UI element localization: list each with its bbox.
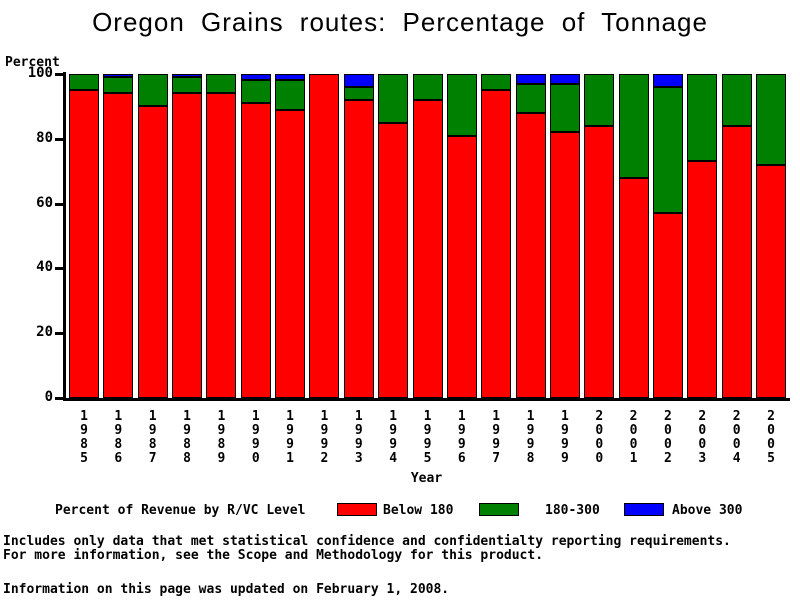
bar-segment-180-300-2002 xyxy=(652,86,683,214)
legend-swatch-180-300 xyxy=(479,503,519,516)
x-axis-baseline xyxy=(63,398,790,401)
bar-segment-180-300-2001 xyxy=(618,74,649,178)
bar-segment-180-300-1995 xyxy=(412,74,443,100)
bar-segment-above-300-1988 xyxy=(172,74,203,78)
bar-segment-below-180-1993 xyxy=(343,99,374,398)
bar-segment-below-180-2005 xyxy=(756,164,786,398)
bar-segment-below-180-1994 xyxy=(378,122,409,398)
bar-segment-below-180-2000 xyxy=(584,125,615,398)
x-tick-label-1990: 1 9 9 0 xyxy=(251,409,260,466)
y-tick-label: 0 xyxy=(44,389,53,405)
x-tick-label-2005: 2 0 0 5 xyxy=(767,409,775,466)
footnote-line-2: For more information, see the Scope and … xyxy=(3,548,544,563)
y-tick xyxy=(55,202,63,206)
bar-segment-below-180-1997 xyxy=(481,90,512,398)
bar-segment-below-180-1986 xyxy=(103,93,134,398)
legend-swatch-above-300 xyxy=(624,503,664,516)
bar-segment-above-300-1990 xyxy=(240,74,271,81)
bar-segment-180-300-1987 xyxy=(137,74,168,107)
bar-segment-180-300-1991 xyxy=(275,80,306,110)
bar-segment-180-300-1988 xyxy=(172,77,203,94)
bar-segment-180-300-2000 xyxy=(584,74,615,126)
x-tick-label-1993: 1 9 9 3 xyxy=(354,409,363,466)
footnote-line-1: Includes only data that met statistical … xyxy=(3,534,731,549)
x-tick-label-1989: 1 9 8 9 xyxy=(217,409,226,466)
x-tick-label-1988: 1 9 8 8 xyxy=(183,409,191,466)
y-axis-label: Percent xyxy=(5,55,60,70)
bar-segment-180-300-1993 xyxy=(343,86,374,100)
bar-segment-below-180-2002 xyxy=(652,213,683,398)
bar-segment-below-180-1990 xyxy=(240,103,271,398)
bar-segment-above-300-1999 xyxy=(549,74,580,84)
bar-segment-180-300-1996 xyxy=(446,74,477,136)
y-tick xyxy=(55,267,63,271)
x-tick-label-1997: 1 9 9 7 xyxy=(492,409,501,466)
bar-segment-180-300-1997 xyxy=(481,74,512,91)
bar-segment-below-180-2001 xyxy=(618,177,649,398)
legend-swatch-below-180 xyxy=(337,503,377,516)
bar-segment-above-300-1991 xyxy=(275,74,306,81)
x-tick-label-1996: 1 9 9 6 xyxy=(457,409,466,466)
y-tick xyxy=(55,397,63,400)
bar-segment-below-180-1996 xyxy=(446,135,477,398)
x-tick-label-1998: 1 9 9 8 xyxy=(526,409,535,466)
legend-label-above-300: Above 300 xyxy=(672,503,743,518)
bar-segment-below-180-2003 xyxy=(687,161,718,398)
bar-segment-180-300-1998 xyxy=(515,83,546,113)
bar-segment-below-180-1985 xyxy=(69,90,99,398)
x-tick-label-2001: 2 0 0 1 xyxy=(629,409,638,466)
bar-segment-above-300-1998 xyxy=(515,74,546,84)
x-tick-label-2004: 2 0 0 4 xyxy=(732,409,741,466)
bar-segment-above-300-1993 xyxy=(343,74,374,87)
legend-label-180-300: 180-300 xyxy=(545,503,600,518)
bar-segment-below-180-1989 xyxy=(206,93,237,398)
y-tick-label: 80 xyxy=(36,129,53,146)
bar-segment-below-180-1987 xyxy=(137,106,168,398)
bar-segment-180-300-1994 xyxy=(378,74,409,123)
x-tick-label-2000: 2 0 0 0 xyxy=(595,409,604,466)
y-tick-label: 60 xyxy=(36,194,53,211)
bar-segment-below-180-1991 xyxy=(275,109,306,398)
bar-segment-below-180-1995 xyxy=(412,99,443,398)
y-tick-label: 40 xyxy=(36,259,53,276)
x-tick-label-2003: 2 0 0 3 xyxy=(698,409,707,466)
bar-segment-below-180-1998 xyxy=(515,112,546,398)
x-axis-label: Year xyxy=(410,471,443,486)
x-tick-label-1994: 1 9 9 4 xyxy=(389,409,398,466)
x-tick-label-1991: 1 9 9 1 xyxy=(286,409,294,466)
chart-title: Oregon Grains routes: Percentage of Tonn… xyxy=(92,7,708,37)
bar-segment-below-180-2004 xyxy=(721,125,752,398)
y-axis-line xyxy=(63,72,66,401)
legend-label-below-180: Below 180 xyxy=(383,503,454,518)
bar-segment-180-300-2003 xyxy=(687,74,718,162)
bar-segment-below-180-1992 xyxy=(309,74,340,398)
x-tick-label-1995: 1 9 9 5 xyxy=(423,409,432,466)
bar-segment-180-300-2005 xyxy=(756,74,786,165)
updated-note: Information on this page was updated on … xyxy=(3,582,450,597)
x-tick-label-1999: 1 9 9 9 xyxy=(560,409,569,466)
x-tick-label-2002: 2 0 0 2 xyxy=(664,409,672,466)
bar-segment-above-300-1986 xyxy=(103,74,134,78)
bar-segment-180-300-1990 xyxy=(240,80,271,104)
x-tick-label-1986: 1 9 8 6 xyxy=(114,409,123,466)
bar-segment-180-300-1985 xyxy=(69,74,99,91)
bar-segment-above-300-2002 xyxy=(652,74,683,87)
bar-segment-180-300-1989 xyxy=(206,74,237,94)
bar-segment-below-180-1999 xyxy=(549,132,580,398)
x-tick-label-1985: 1 9 8 5 xyxy=(80,409,88,466)
y-tick xyxy=(55,332,63,336)
bar-segment-180-300-1999 xyxy=(549,83,580,133)
x-tick-label-1987: 1 9 8 7 xyxy=(148,409,157,466)
bar-segment-180-300-2004 xyxy=(721,74,752,126)
bar-segment-180-300-1986 xyxy=(103,77,134,94)
y-tick xyxy=(55,73,63,76)
legend-title: Percent of Revenue by R/VC Level xyxy=(55,503,306,518)
y-tick xyxy=(55,137,63,141)
y-tick-label: 20 xyxy=(36,324,53,341)
x-tick-label-1992: 1 9 9 2 xyxy=(320,409,329,466)
y-tick-label: 100 xyxy=(27,65,53,81)
bar-segment-below-180-1988 xyxy=(172,93,203,398)
